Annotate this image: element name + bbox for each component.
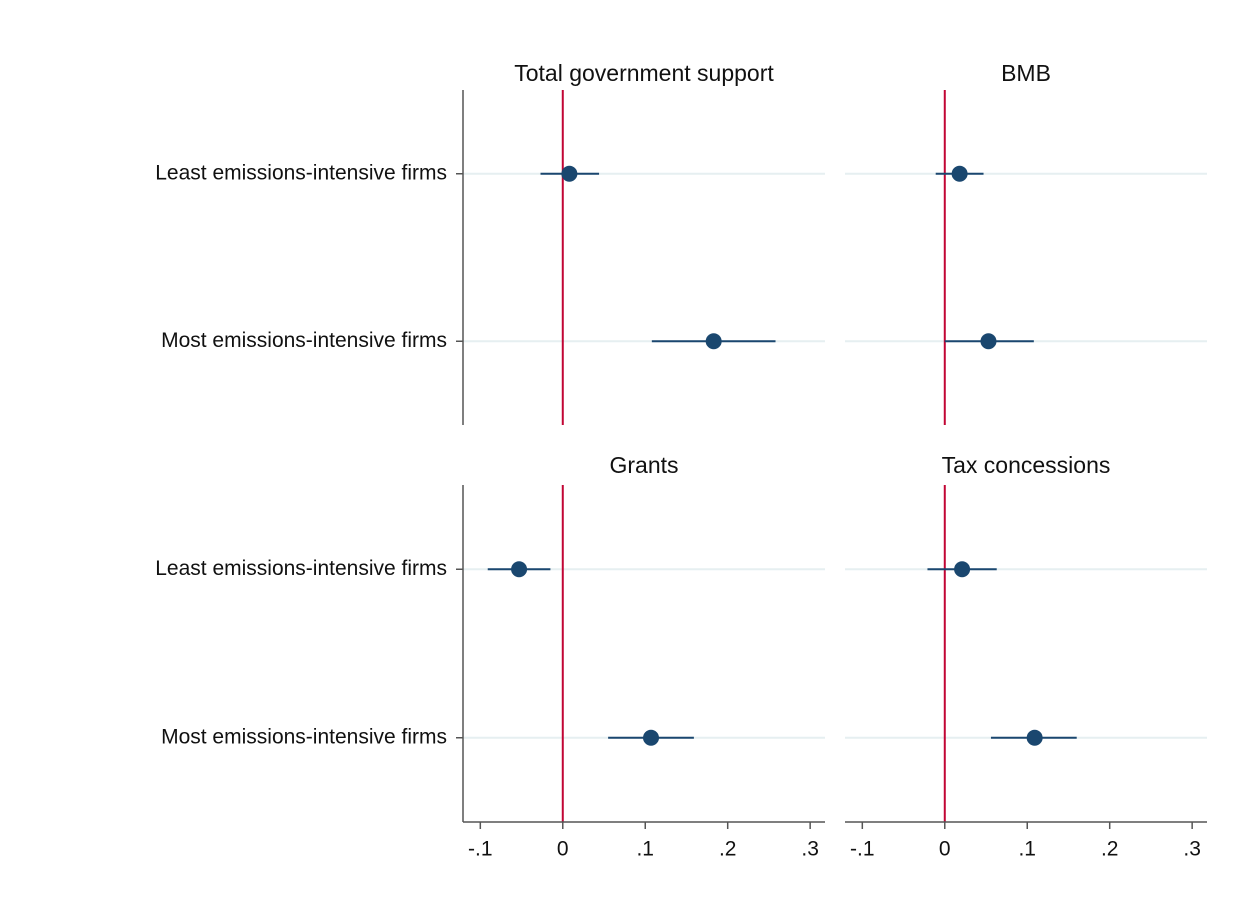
x-tick-label: -.1 <box>468 838 493 861</box>
x-tick-label: .1 <box>1018 838 1036 861</box>
x-tick-label: .2 <box>1101 838 1119 861</box>
point-estimate <box>951 165 968 182</box>
category-label: Least emissions-intensive firms <box>155 557 447 580</box>
point-estimate <box>511 561 528 578</box>
panel-title: Grants <box>609 452 678 478</box>
x-tick-label: .3 <box>1183 838 1201 861</box>
point-estimate <box>954 561 971 578</box>
panel-title: BMB <box>1001 60 1051 86</box>
x-tick-label: .3 <box>801 838 819 861</box>
point-estimate <box>1026 729 1043 746</box>
x-tick-label: 0 <box>557 838 569 861</box>
category-label: Least emissions-intensive firms <box>155 161 447 184</box>
point-estimate <box>980 333 997 350</box>
category-label: Most emissions-intensive firms <box>161 725 447 748</box>
point-estimate <box>561 165 578 182</box>
x-tick-label: -.1 <box>850 838 875 861</box>
point-estimate <box>643 729 660 746</box>
panel-title: Total government support <box>514 60 774 86</box>
panel-title: Tax concessions <box>942 452 1111 478</box>
category-label: Most emissions-intensive firms <box>161 329 447 352</box>
point-estimate <box>705 333 722 350</box>
x-tick-label: .2 <box>719 838 737 861</box>
x-tick-label: 0 <box>939 838 951 861</box>
x-tick-label: .1 <box>636 838 654 861</box>
